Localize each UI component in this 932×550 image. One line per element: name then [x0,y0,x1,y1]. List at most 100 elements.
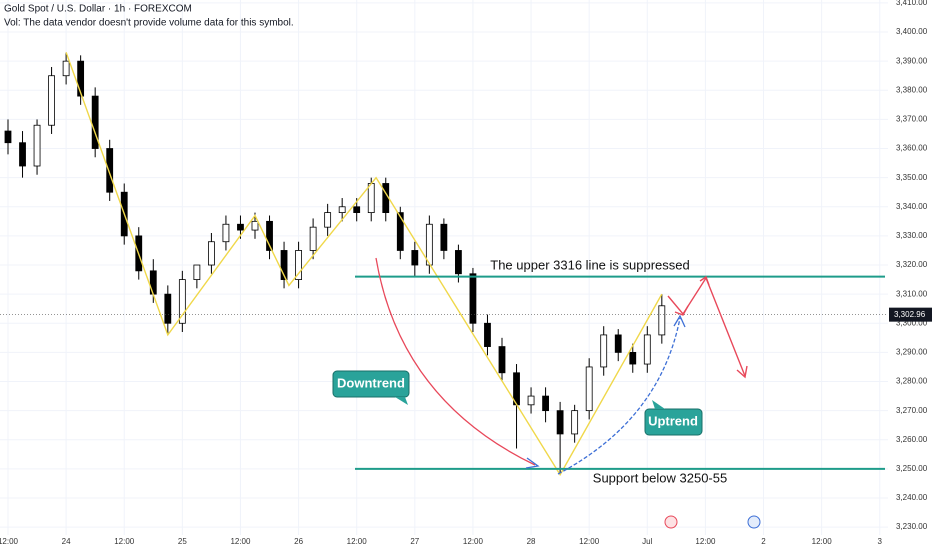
candle-body [33,124,41,167]
y-tick-label: 3,260.00 [896,435,928,444]
candle-body [106,148,114,193]
candle-body [62,60,70,77]
candle-body [222,223,230,243]
candle-body [208,241,215,266]
candle-body [411,250,419,266]
candle-body [643,334,651,365]
candle-body [658,305,666,336]
candle-body [251,220,259,231]
arrow-head [674,275,748,379]
candle-body [280,250,288,280]
x-tick-label: 28 [527,537,536,546]
candle-body [164,293,172,324]
zigzag-line [65,52,663,477]
uptrend-curve [557,317,681,475]
candle-body [527,395,535,406]
candle-body [91,95,99,149]
candle-body [440,223,448,251]
annotation-box [644,408,703,436]
candle-body [382,183,390,214]
last-price-tag [889,307,932,322]
y-tick-label: 3,310.00 [896,289,928,298]
candle-body [425,223,433,266]
x-tick-label: 12:00 [230,537,251,546]
chart-title: Gold Spot / U.S. Dollar · 1h · FOREXCOM [4,4,192,15]
last-price-label: 3,302.96 [894,310,926,319]
x-tick-label: 3 [878,537,883,546]
x-tick-label: 12:00 [695,537,716,546]
candle-body [600,334,608,368]
y-tick-label: 3,240.00 [896,493,928,502]
candle-body [629,351,637,365]
line-label: Support below 3250-55 [593,470,727,485]
x-tick-label: 25 [178,537,187,546]
annotation: Downtrend [337,375,405,390]
x-tick-label: 24 [62,537,71,546]
line-label: The upper 3316 line is suppressed [490,257,689,272]
y-tick-label: 3,360.00 [896,144,928,153]
annotation: Uptrend [648,413,698,428]
candle-body [353,206,361,214]
y-tick-label: 3,280.00 [896,377,928,386]
candle-body [585,366,593,412]
x-tick-label: 12:00 [812,537,833,546]
candle-body [178,279,186,324]
candle-body [469,273,477,324]
arrow-head [525,457,540,469]
y-tick-label: 3,370.00 [896,115,928,124]
y-tick-label: 3,300.00 [896,318,928,327]
event-icon[interactable] [747,515,761,529]
x-tick-label: 12:00 [463,537,484,546]
y-tick-label: 3,350.00 [896,173,928,182]
plot [0,52,888,477]
x-tick-label: 2 [761,537,766,546]
x-tick-label: 12:00 [347,537,368,546]
y-tick-label: 3,380.00 [896,85,928,94]
annotation-box [332,370,410,398]
candle-body [484,322,491,347]
candle-body [266,220,273,251]
candle-body [237,223,244,231]
candle-body [367,183,375,214]
candle-body [455,250,462,275]
y-tick-label: 3,250.00 [896,464,928,473]
annotation-tail [652,400,665,409]
candle-body [556,410,564,435]
candle-body [614,334,622,353]
projection [667,276,746,377]
candle-body [193,264,201,280]
chart-subtitle: Vol: The data vendor doesn't provide vol… [4,18,294,29]
y-tick-label: 3,400.00 [896,27,928,36]
event-icon[interactable] [664,515,678,529]
x-tick-label: 12:00 [114,537,135,546]
candle-body [295,250,302,280]
downtrend-curve [375,257,536,466]
y-tick-label: 3,290.00 [896,348,928,357]
candle-body [77,60,85,97]
candle-body [396,212,404,251]
candle-body [338,206,346,214]
candle-body [571,410,579,435]
x-tick-label: Jul [642,537,652,546]
annotation-tail [395,397,408,405]
x-tick-label: 26 [294,537,303,546]
y-tick-label: 3,390.00 [896,56,928,65]
y-tick-label: 3,410.00 [896,0,928,7]
candle-body [4,130,12,144]
candle-body [19,142,26,167]
y-tick-label: 3,320.00 [896,260,928,269]
x-tick-label: 12:00 [579,537,600,546]
candle-body [309,226,317,251]
candle-body [324,212,332,228]
x-tick-label: 27 [410,537,419,546]
y-tick-label: 3,230.00 [896,522,928,531]
y-tick-label: 3,330.00 [896,231,928,240]
y-tick-label: 3,270.00 [896,406,928,415]
candle-body [498,346,506,374]
price-axis [888,0,932,550]
y-tick-label: 3,340.00 [896,202,928,211]
candle-body [48,75,55,126]
